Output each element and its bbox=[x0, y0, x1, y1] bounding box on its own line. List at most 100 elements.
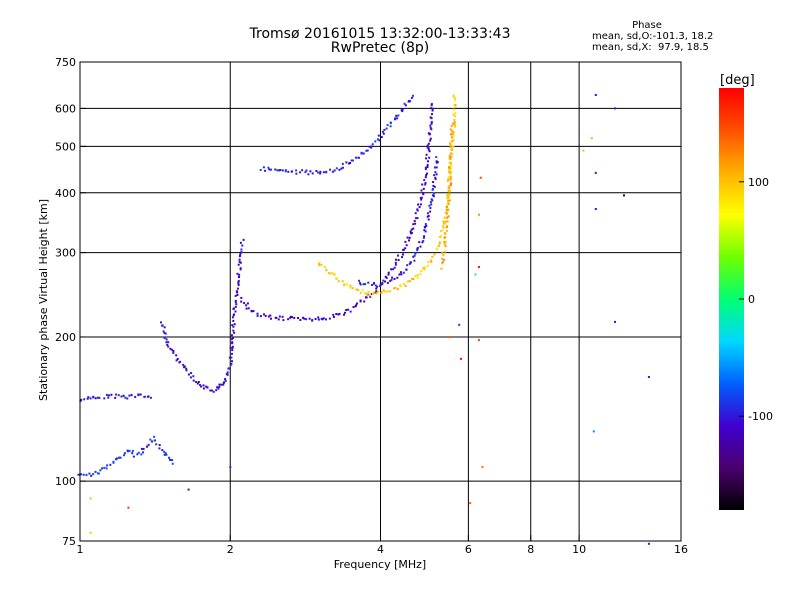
echo-point bbox=[164, 332, 167, 335]
echo-point bbox=[232, 329, 235, 332]
echo-point bbox=[278, 169, 281, 172]
chart-title: Tromsø 20161015 13:32:00-13:33:43 bbox=[249, 26, 511, 42]
echo-point bbox=[443, 216, 446, 219]
echo-point bbox=[182, 363, 185, 366]
echo-point bbox=[452, 113, 455, 116]
echo-point bbox=[376, 138, 379, 141]
echo-point bbox=[412, 278, 415, 280]
echo-point bbox=[277, 318, 280, 321]
echo-point bbox=[224, 379, 227, 382]
echo-point bbox=[335, 313, 338, 315]
echo-point bbox=[399, 285, 402, 288]
echo-point bbox=[438, 241, 441, 244]
echo-point bbox=[123, 454, 126, 457]
echo-point bbox=[163, 453, 166, 456]
echo-point bbox=[328, 272, 330, 275]
echo-point bbox=[409, 100, 412, 103]
echo-point bbox=[582, 149, 585, 152]
echo-point bbox=[376, 285, 379, 288]
echo-point bbox=[175, 354, 178, 357]
echo-point bbox=[356, 302, 358, 305]
echo-point bbox=[403, 282, 406, 285]
echo-point bbox=[431, 107, 434, 110]
echo-point bbox=[365, 149, 368, 152]
echo-point bbox=[127, 506, 130, 509]
echo-point bbox=[329, 272, 332, 275]
echo-point bbox=[192, 375, 195, 378]
echo-point bbox=[396, 276, 399, 279]
echo-point bbox=[117, 394, 120, 397]
echo-point bbox=[447, 215, 450, 218]
echo-point bbox=[414, 274, 417, 277]
echo-point bbox=[234, 305, 237, 308]
grid-lines bbox=[79, 62, 681, 541]
echo-point bbox=[99, 469, 102, 472]
echo-point bbox=[126, 449, 129, 452]
echo-point bbox=[264, 314, 267, 317]
echo-point bbox=[428, 156, 431, 159]
echo-point bbox=[445, 208, 448, 211]
echo-point bbox=[333, 273, 336, 276]
echo-point bbox=[199, 384, 201, 386]
echo-point bbox=[427, 147, 430, 150]
echo-point bbox=[287, 170, 290, 173]
echo-point bbox=[147, 443, 150, 446]
echo-point bbox=[430, 198, 433, 201]
echo-point bbox=[147, 395, 150, 398]
echo-point bbox=[454, 99, 457, 102]
echo-point bbox=[384, 275, 387, 278]
echo-point bbox=[337, 280, 340, 283]
echo-point bbox=[318, 262, 321, 265]
y-tick-label: 200 bbox=[55, 331, 76, 344]
echo-point bbox=[427, 132, 430, 135]
echo-point bbox=[448, 193, 451, 196]
echo-point bbox=[614, 107, 616, 110]
echo-point bbox=[352, 306, 355, 309]
echo-point bbox=[171, 459, 174, 462]
echo-point bbox=[305, 318, 308, 321]
echo-point bbox=[149, 396, 152, 399]
echo-point bbox=[594, 171, 597, 174]
echo-point bbox=[355, 288, 358, 291]
echo-point bbox=[225, 373, 228, 375]
echo-point bbox=[401, 256, 403, 259]
echo-point bbox=[431, 256, 434, 258]
echo-point bbox=[371, 143, 374, 146]
echo-point bbox=[335, 167, 338, 170]
echo-point bbox=[89, 497, 92, 500]
echo-point bbox=[82, 473, 85, 476]
echo-point bbox=[267, 315, 270, 318]
echo-point bbox=[239, 261, 242, 264]
echo-point bbox=[447, 203, 450, 206]
echo-point bbox=[245, 307, 248, 310]
echo-point bbox=[317, 318, 320, 321]
echo-point bbox=[414, 252, 417, 255]
echo-point bbox=[453, 119, 456, 122]
echo-point bbox=[446, 220, 449, 223]
echo-point bbox=[443, 222, 446, 225]
echo-point bbox=[80, 473, 83, 476]
echo-point bbox=[429, 201, 432, 204]
echo-point bbox=[382, 289, 385, 292]
echo-point bbox=[175, 359, 178, 362]
echo-point bbox=[436, 248, 439, 251]
echo-point bbox=[256, 314, 259, 317]
echo-point bbox=[115, 393, 118, 396]
echo-point bbox=[397, 259, 400, 262]
echo-point bbox=[128, 449, 131, 452]
echo-point bbox=[158, 447, 161, 450]
echo-point bbox=[416, 249, 419, 252]
echo-point bbox=[89, 531, 92, 534]
echo-point bbox=[423, 268, 426, 271]
echo-point bbox=[365, 293, 368, 296]
echo-point bbox=[446, 179, 449, 182]
echo-point bbox=[137, 393, 140, 396]
echo-point bbox=[239, 253, 242, 256]
echo-point bbox=[410, 231, 413, 234]
echo-point bbox=[232, 319, 235, 322]
echo-point bbox=[139, 393, 142, 396]
echo-point bbox=[276, 169, 279, 172]
echo-point bbox=[374, 284, 377, 287]
echo-point bbox=[237, 279, 240, 282]
echo-point bbox=[419, 273, 422, 276]
